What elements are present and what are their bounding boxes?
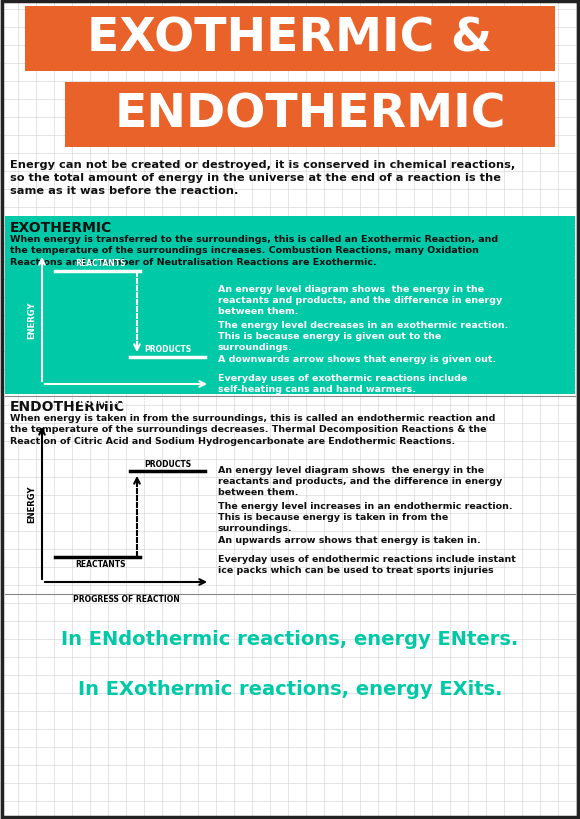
Text: An energy level diagram shows  the energy in the
reactants and products, and the: An energy level diagram shows the energy… xyxy=(218,285,502,316)
Text: REACTANTS: REACTANTS xyxy=(75,259,125,268)
Text: PROGRESS OF REACTION: PROGRESS OF REACTION xyxy=(72,396,179,405)
Text: A downwards arrow shows that energy is given out.: A downwards arrow shows that energy is g… xyxy=(218,355,496,364)
Text: PRODUCTS: PRODUCTS xyxy=(144,345,191,354)
Text: Energy can not be created or destroyed, it is conserved in chemical reactions,
s: Energy can not be created or destroyed, … xyxy=(10,160,515,197)
Text: When energy is transferred to the surroundings, this is called an Exothermic Rea: When energy is transferred to the surrou… xyxy=(10,235,498,266)
Text: ENERGY: ENERGY xyxy=(27,301,37,338)
Text: Everyday uses of endothermic reactions include instant
ice packs which can be us: Everyday uses of endothermic reactions i… xyxy=(218,554,516,574)
Text: ENERGY: ENERGY xyxy=(27,485,37,523)
Text: EXOTHERMIC &: EXOTHERMIC & xyxy=(88,17,492,62)
Text: The energy level increases in an endothermic reaction.
This is because energy is: The energy level increases in an endothe… xyxy=(218,501,513,532)
Text: EXOTHERMIC: EXOTHERMIC xyxy=(10,221,113,235)
Text: PROGRESS OF REACTION: PROGRESS OF REACTION xyxy=(72,595,179,604)
Text: ENDOTHERMIC: ENDOTHERMIC xyxy=(114,93,506,138)
Text: In ENdothermic reactions, energy ENters.: In ENdothermic reactions, energy ENters. xyxy=(61,630,519,649)
Text: An energy level diagram shows  the energy in the
reactants and products, and the: An energy level diagram shows the energy… xyxy=(218,465,502,496)
Text: ENDOTHERMIC: ENDOTHERMIC xyxy=(10,400,125,414)
Bar xyxy=(25,7,555,72)
Bar xyxy=(65,83,555,147)
Bar xyxy=(5,217,575,395)
Text: When energy is taken in from the surroundings, this is called an endothermic rea: When energy is taken in from the surroun… xyxy=(10,414,495,446)
Text: An upwards arrow shows that energy is taken in.: An upwards arrow shows that energy is ta… xyxy=(218,536,481,545)
Text: PRODUCTS: PRODUCTS xyxy=(144,459,191,468)
Text: Everyday uses of exothermic reactions include
self-heating cans and hand warmers: Everyday uses of exothermic reactions in… xyxy=(218,373,467,394)
Text: In EXothermic reactions, energy EXits.: In EXothermic reactions, energy EXits. xyxy=(78,680,502,699)
Text: The energy level decreases in an exothermic reaction.
This is because energy is : The energy level decreases in an exother… xyxy=(218,320,509,352)
Text: REACTANTS: REACTANTS xyxy=(75,559,125,568)
